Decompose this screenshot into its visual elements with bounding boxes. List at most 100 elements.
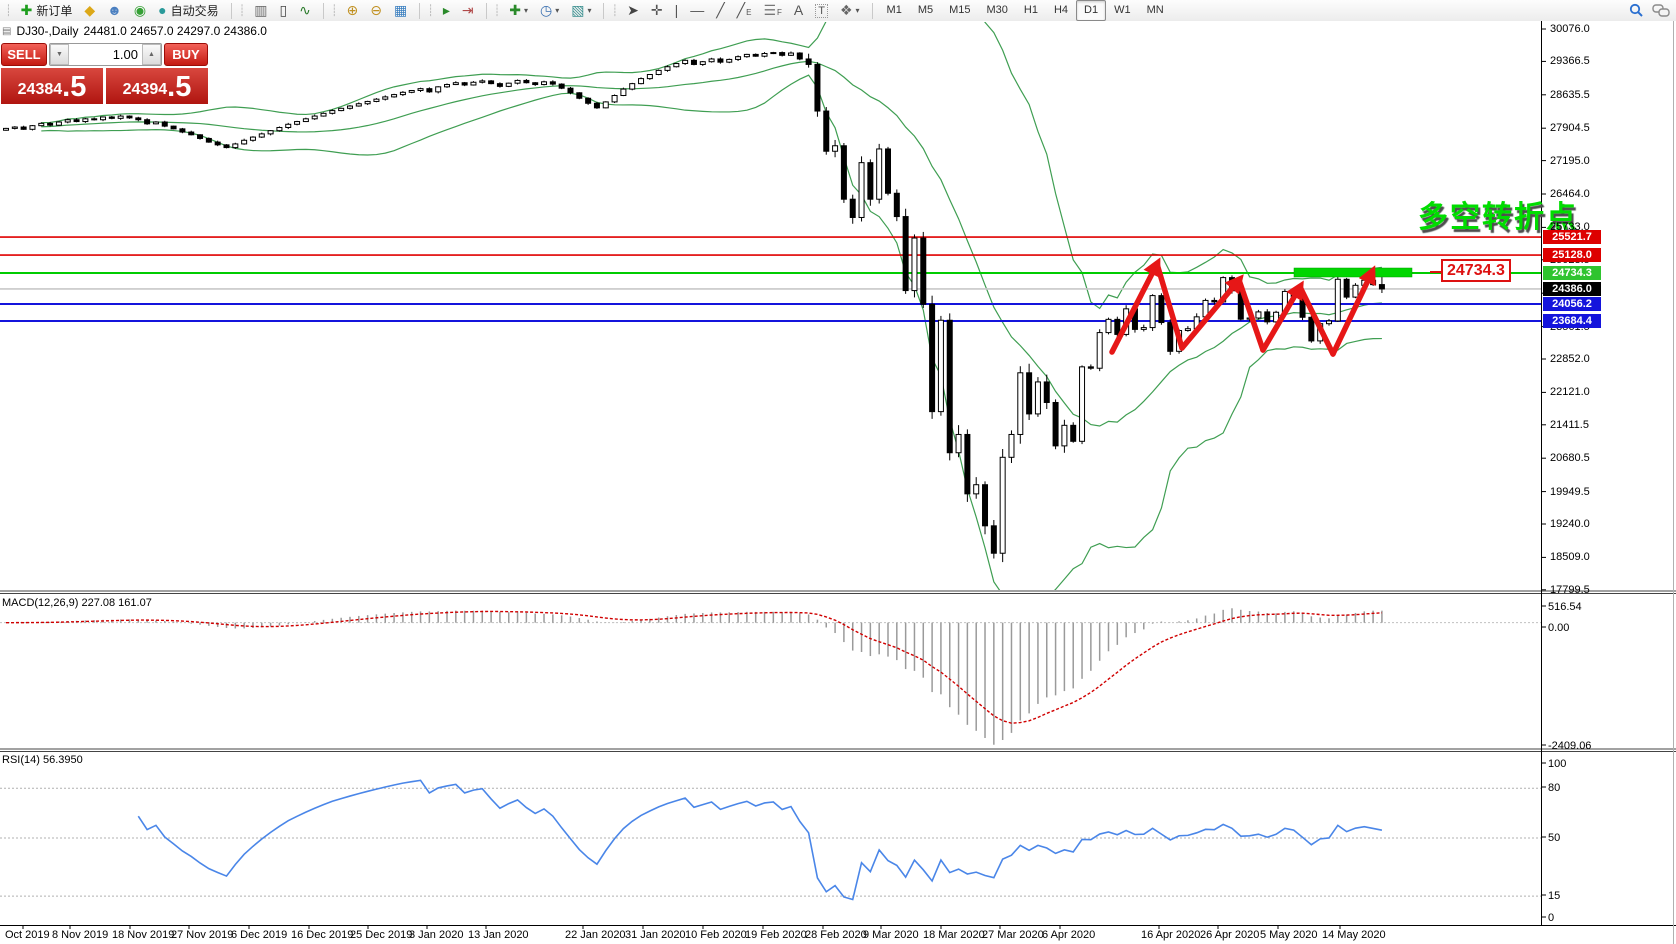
date-axis-label: 31 Jan 2020 <box>625 929 686 941</box>
date-axis-label: 8 Nov 2019 <box>52 929 109 941</box>
text-icon: A <box>793 2 804 18</box>
toolbar-separator <box>322 2 324 19</box>
toolbar-grip: ┊ <box>493 5 501 17</box>
main-toolbar: ┊ ✚ 新订单 ◆ ☻ ◉ ● 自动交易 ┊ ▥ ▯ ∿ ┊ ⊕ ⊖ ▦ ┊ ▸ ⇥ ┊ ✚ ▾ ◷ ▾ ▧ ▾ ┊ ➤ ✛ | — ╱ ╱E ☰… <box>0 0 1676 22</box>
callout-connector <box>1430 271 1441 273</box>
channel-button[interactable]: ╱E <box>731 0 758 21</box>
chat-icon[interactable] <box>1652 3 1670 18</box>
chevron-down-icon[interactable]: ▾ <box>587 6 592 15</box>
text-button[interactable]: A <box>788 0 809 21</box>
timeframe-m5-button[interactable]: M5 <box>917 4 934 16</box>
ohlc-values: 24481.0 24657.0 24297.0 24386.0 <box>83 24 267 38</box>
candlestick-icon: ▯ <box>279 2 288 18</box>
price-axis-tick: 21411.5 <box>1550 418 1589 431</box>
autoscroll-button[interactable]: ▸ <box>437 0 456 21</box>
sell-price[interactable]: 24384.5 <box>1 68 103 104</box>
tile-windows-icon: ▦ <box>394 2 408 18</box>
zoom-in-button[interactable]: ⊕ <box>341 0 365 21</box>
date-axis-label: 19 Feb 2020 <box>745 929 807 941</box>
date-axis-label: 6 Dec 2019 <box>231 929 288 941</box>
one-click-trade-panel: SELL ▼ 1.00 ▲ BUY 24384.5 24394.5 <box>1 43 208 104</box>
fibonacci-button[interactable]: ☰F <box>757 0 787 21</box>
timeframe-h4-button[interactable]: H4 <box>1053 4 1069 16</box>
date-axis-label: 25 Dec 2019 <box>350 929 413 941</box>
macd-axis-tick: 516.54 <box>1548 601 1582 613</box>
price-axis-tick: 20680.5 <box>1550 452 1590 465</box>
date-axis-label: 6 Apr 2020 <box>1042 929 1096 941</box>
trendline-icon: ╱ <box>716 2 725 18</box>
chevron-down-icon[interactable]: ▾ <box>555 6 560 15</box>
turning-point-annotation: 多空转折点 <box>1418 201 1578 234</box>
price-axis-tick: 28635.5 <box>1550 88 1590 101</box>
price-axis-tick: 22121.0 <box>1550 386 1590 399</box>
timeframe-m15-button[interactable]: M15 <box>949 4 971 16</box>
chart-shift-icon: ⇥ <box>461 2 474 18</box>
timeframe-w1-button[interactable]: W1 <box>1114 4 1131 16</box>
date-axis-label: 18 Nov 2019 <box>112 929 175 941</box>
vline-button[interactable]: | <box>669 0 685 21</box>
price-level-tag: 24056.2 <box>1543 296 1601 311</box>
volume-down-button[interactable]: ▼ <box>50 44 69 65</box>
volume-value[interactable]: 1.00 <box>112 47 138 62</box>
zoom-in-icon: ⊕ <box>346 2 359 18</box>
hline-button[interactable]: — <box>684 0 710 21</box>
date-axis-label: 26 Apr 2020 <box>1200 929 1260 941</box>
rsi-axis-tick: 80 <box>1548 782 1561 794</box>
candlestick-button[interactable]: ▯ <box>273 0 293 21</box>
volume-stepper[interactable]: ▼ 1.00 ▲ <box>49 43 162 66</box>
price-axis-tick: 27904.5 <box>1550 122 1590 135</box>
price-axis-tick: 17799.5 <box>1550 583 1590 596</box>
indicators-button[interactable]: ✚ ▾ <box>503 0 534 21</box>
autotrade-button[interactable]: ● 自动交易 <box>152 0 224 21</box>
price-axis-tick: 19240.0 <box>1550 517 1590 530</box>
periods-button[interactable]: ◷ ▾ <box>534 0 565 21</box>
chevron-down-icon[interactable]: ▾ <box>855 6 860 15</box>
buy-button[interactable]: BUY <box>164 43 208 66</box>
price-level-tag: 24734.3 <box>1543 266 1601 280</box>
profile-icon: ☻ <box>107 2 122 18</box>
timeframe-mn-button[interactable]: MN <box>1146 4 1164 16</box>
timeframe-h1-button[interactable]: H1 <box>1023 4 1038 16</box>
templates-button[interactable]: ▧ ▾ <box>565 0 597 21</box>
macd-axis-tick: -2409.06 <box>1548 740 1592 752</box>
new-order-label: 新订单 <box>36 4 73 18</box>
date-axis-label: 28 Feb 2020 <box>805 929 867 941</box>
date-axis-label: Oct 2019 <box>5 929 50 941</box>
gold-button[interactable]: ◆ <box>78 0 101 21</box>
chevron-down-icon[interactable]: ▾ <box>523 6 528 15</box>
price-level-tag: 23684.4 <box>1543 313 1601 328</box>
shapes-button[interactable]: ❖ ▾ <box>834 0 866 21</box>
toolbar-grip: ┊ <box>5 5 12 17</box>
volume-up-button[interactable]: ▲ <box>142 44 161 65</box>
date-axis-label: 14 May 2020 <box>1322 929 1386 941</box>
bar-chart-button[interactable]: ▥ <box>248 0 273 21</box>
trendline-button[interactable]: ╱ <box>710 0 730 21</box>
timeframe-d1-button[interactable]: D1 <box>1076 0 1107 21</box>
line-chart-button[interactable]: ∿ <box>293 0 317 21</box>
signal-icon: ◉ <box>133 2 147 18</box>
timeframe-m30-button[interactable]: M30 <box>986 4 1008 16</box>
price-axis-tick: 18509.0 <box>1550 551 1590 564</box>
label-button[interactable]: T <box>809 0 834 21</box>
buy-price[interactable]: 24394.5 <box>106 68 208 104</box>
date-axis-label: 13 Jan 2020 <box>468 929 529 941</box>
crosshair-button[interactable]: ✛ <box>645 0 669 21</box>
new-order-button[interactable]: ✚ 新订单 <box>15 0 79 21</box>
signal-button[interactable]: ◉ <box>128 0 152 21</box>
chart-symbol-icon: ▤ <box>2 25 12 37</box>
new-order-icon: ✚ <box>20 2 33 18</box>
date-axis-label: 18 Mar 2020 <box>923 929 985 941</box>
crosshair-icon: ✛ <box>650 2 663 18</box>
rsi-axis-tick: 100 <box>1548 758 1567 770</box>
zoom-out-button[interactable]: ⊖ <box>364 0 388 21</box>
toolbar-grip: ┊ <box>330 5 338 17</box>
toolbar-separator <box>871 2 873 19</box>
search-icon[interactable] <box>1629 3 1644 18</box>
tile-windows-button[interactable]: ▦ <box>388 0 413 21</box>
chart-shift-button[interactable]: ⇥ <box>456 0 480 21</box>
profile-button[interactable]: ☻ <box>101 0 128 21</box>
sell-button[interactable]: SELL <box>1 43 47 66</box>
timeframe-m1-button[interactable]: M1 <box>886 4 902 16</box>
